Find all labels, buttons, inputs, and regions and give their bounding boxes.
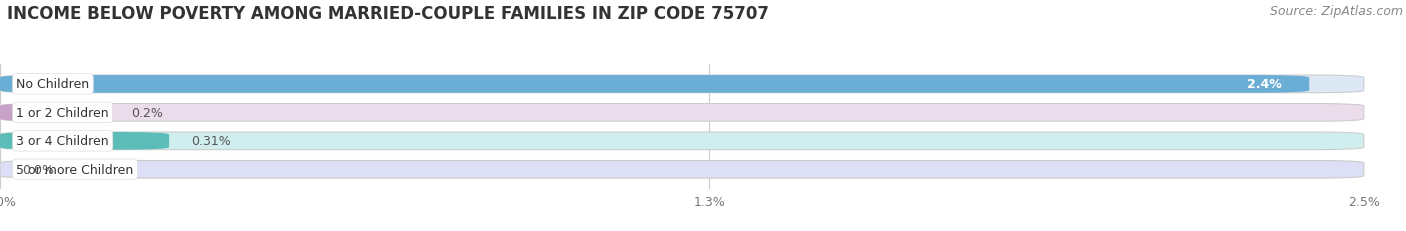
Text: 1 or 2 Children: 1 or 2 Children [17,106,110,119]
Text: 2.4%: 2.4% [1247,78,1282,91]
Text: 5 or more Children: 5 or more Children [17,163,134,176]
Text: No Children: No Children [17,78,90,91]
Text: 0.0%: 0.0% [22,163,53,176]
FancyBboxPatch shape [0,76,1309,93]
Text: INCOME BELOW POVERTY AMONG MARRIED-COUPLE FAMILIES IN ZIP CODE 75707: INCOME BELOW POVERTY AMONG MARRIED-COUPL… [7,5,769,23]
FancyBboxPatch shape [0,104,110,122]
FancyBboxPatch shape [0,161,1364,178]
Text: 3 or 4 Children: 3 or 4 Children [17,135,110,148]
FancyBboxPatch shape [0,132,169,150]
Text: Source: ZipAtlas.com: Source: ZipAtlas.com [1270,5,1403,18]
Text: 0.31%: 0.31% [191,135,231,148]
FancyBboxPatch shape [0,104,1364,122]
Text: 0.2%: 0.2% [131,106,163,119]
FancyBboxPatch shape [0,132,1364,150]
FancyBboxPatch shape [0,76,1364,93]
